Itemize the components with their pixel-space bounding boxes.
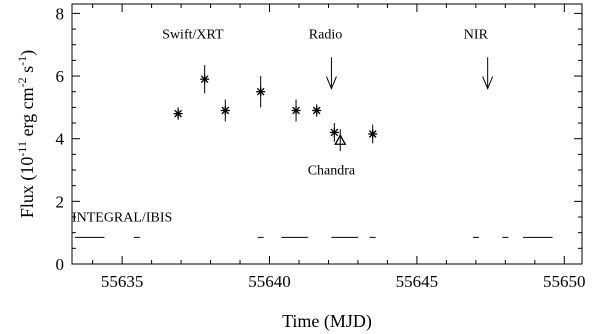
swift-point-stroke — [330, 128, 339, 137]
y-axis-label-main: Flux (10 — [17, 157, 38, 219]
observation-arrow — [325, 57, 337, 90]
y-axis-label-end: ) — [17, 50, 38, 56]
x-tick-label: 55645 — [396, 272, 439, 291]
annotation-label: INTEGRAL/IBIS — [72, 211, 172, 226]
swift-point-stroke — [174, 109, 182, 118]
swift-xrt-point — [173, 109, 183, 119]
y-tick-label: 0 — [56, 255, 65, 274]
annotation-label: Chandra — [308, 164, 356, 179]
y-tick-label: 6 — [56, 67, 65, 86]
y-tick-label: 4 — [56, 130, 65, 149]
swift-xrt-point — [329, 127, 339, 137]
swift-point-stroke — [200, 75, 209, 84]
annotation-label: Radio — [309, 27, 342, 42]
chandra-point — [334, 133, 347, 145]
swift-point-stroke — [292, 106, 300, 115]
swift-xrt-point — [256, 87, 266, 97]
swift-xrt-point — [291, 106, 301, 116]
annotation-label: NIR — [464, 27, 489, 42]
swift-point-stroke — [221, 106, 230, 115]
observation-arrow — [482, 57, 494, 90]
swift-point-stroke — [256, 87, 265, 96]
swift-point-stroke — [312, 106, 321, 115]
y-axis-label-exp3: -1 — [15, 56, 29, 66]
swift-xrt-point — [200, 74, 210, 84]
y-axis-label: Flux (10-11 erg cm-2 s-1) — [15, 50, 38, 218]
plot-frame — [71, 3, 583, 265]
arrow-head — [482, 76, 494, 90]
y-tick-label: 8 — [56, 4, 65, 23]
swift-xrt-point — [220, 106, 230, 116]
y-axis-label-exp2: -2 — [15, 77, 29, 87]
x-tick-label: 55635 — [101, 272, 144, 291]
y-axis-label-s: s — [17, 66, 37, 78]
swift-point-stroke — [368, 130, 377, 138]
y-axis-label-mid: erg cm — [17, 87, 37, 141]
x-axis-ticks: 55635 55640 55645 55650 — [92, 4, 586, 291]
annotation-arrows — [325, 57, 494, 90]
x-axis-label: Time (MJD) — [282, 311, 372, 332]
swift-xrt-point — [312, 106, 322, 116]
data-points — [173, 65, 378, 152]
x-tick-label: 55640 — [248, 272, 291, 291]
swift-xrt-point — [368, 129, 378, 139]
annotations: Swift/XRT Radio NIR Chandra INTEGRAL/IBIS — [72, 27, 489, 225]
arrow-head — [325, 76, 337, 90]
annotation-label: Swift/XRT — [162, 27, 224, 42]
y-axis-ticks: 0 2 4 6 8 — [56, 4, 582, 274]
x-tick-label: 55650 — [543, 272, 586, 291]
y-tick-label: 2 — [56, 192, 65, 211]
y-axis-label-exp1: -11 — [15, 141, 29, 157]
